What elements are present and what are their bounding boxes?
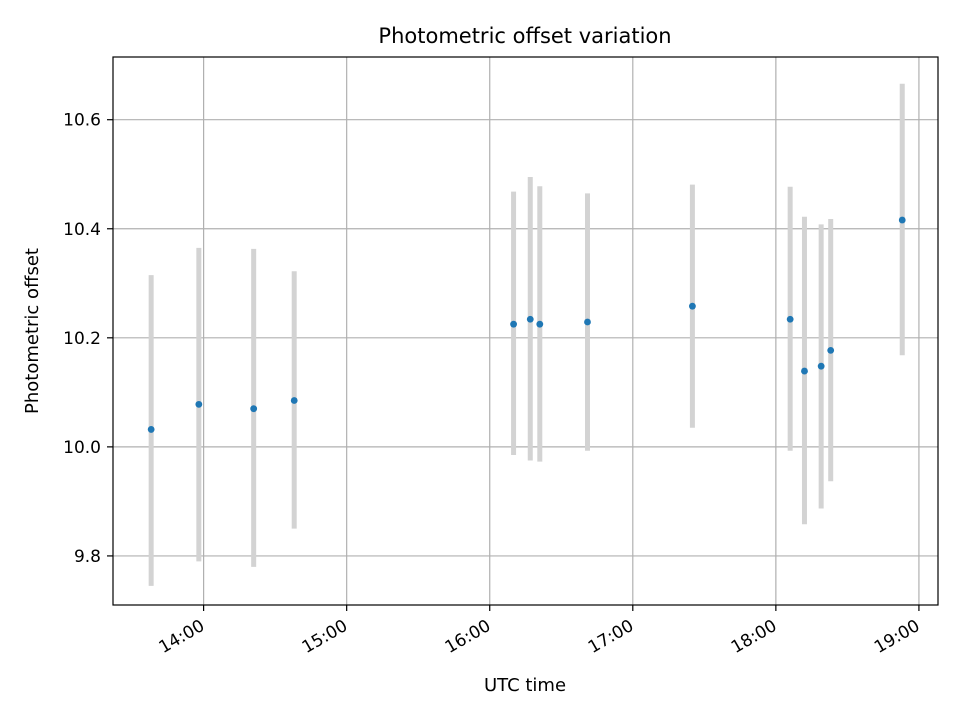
- data-point: [801, 367, 808, 375]
- data-point: [526, 315, 534, 323]
- y-tick-label: 10.6: [63, 111, 101, 131]
- data-point: [510, 320, 517, 328]
- plot-frame: [112, 56, 939, 606]
- y-axis: 9.8 10.0 10.2 10.4 10.6: [63, 111, 113, 567]
- data-point: [689, 302, 696, 310]
- data-point: [536, 320, 544, 328]
- y-axis-title: Photometric offset: [22, 248, 43, 414]
- y-tick-label: 10.2: [63, 329, 101, 349]
- data-point: [290, 397, 298, 404]
- data-point: [584, 318, 591, 326]
- data-point: [250, 405, 258, 413]
- data-point: [195, 400, 203, 408]
- data-point: [898, 216, 906, 224]
- y-tick-label: 9.8: [74, 547, 101, 567]
- data-point: [786, 315, 794, 323]
- x-axis-title: UTC time: [484, 675, 566, 696]
- data-point: [817, 362, 825, 370]
- grid: [113, 57, 938, 605]
- chart-title: Photometric offset variation: [378, 24, 671, 48]
- data-points: [147, 216, 906, 433]
- data-point: [827, 346, 835, 354]
- y-tick-label: 10.0: [63, 438, 101, 458]
- data-point: [147, 426, 155, 433]
- y-tick-label: 10.4: [63, 220, 101, 240]
